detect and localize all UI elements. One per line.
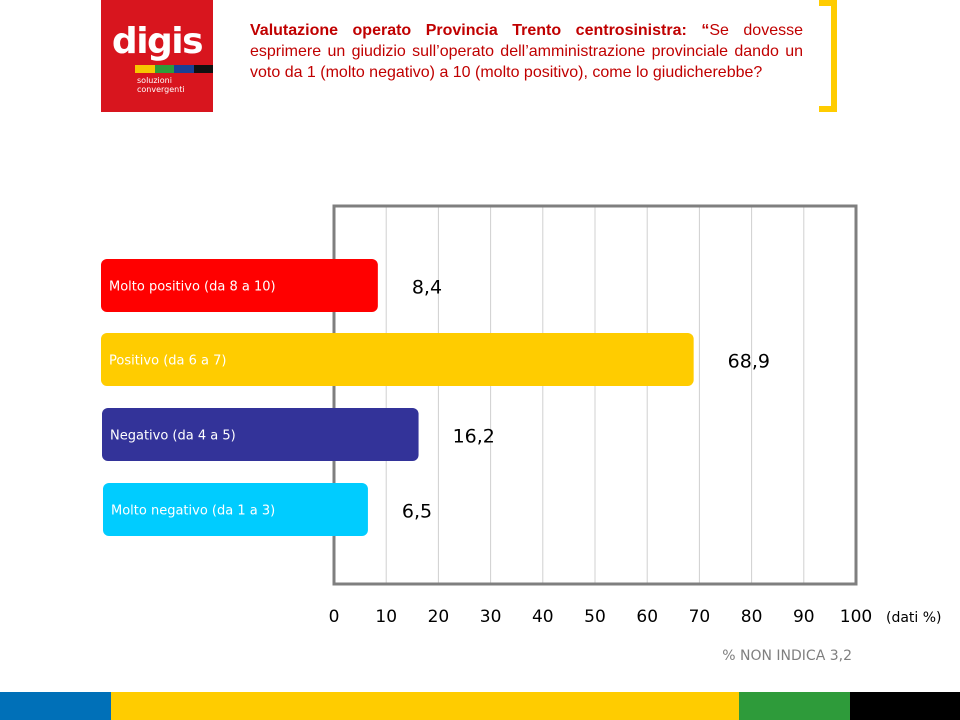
non-indica-note: % NON INDICA 3,2 <box>722 648 852 664</box>
bottom-bar-green <box>739 692 850 720</box>
logo-stripe-blue <box>174 65 194 73</box>
yellow-bracket <box>819 0 837 112</box>
logo-stripe-yellow <box>135 65 155 73</box>
bar-category-label: Molto positivo (da 8 a 10) <box>109 280 276 295</box>
x-tick-label: 30 <box>480 607 502 627</box>
bar-value-label: 68,9 <box>728 351 770 373</box>
logo-stripe-black <box>193 65 213 73</box>
bar-category-label: Negativo (da 4 a 5) <box>110 429 236 444</box>
question-title: Valutazione operato Provincia Trento cen… <box>250 20 803 83</box>
bar <box>102 408 419 461</box>
bar <box>103 483 368 536</box>
x-tick-label: 50 <box>584 607 606 627</box>
x-tick-label: 20 <box>428 607 450 627</box>
bottom-bar-black <box>850 692 960 720</box>
bottom-bar-blue <box>0 692 111 720</box>
x-unit-label: (dati %) <box>886 610 942 626</box>
x-tick-label: 0 <box>329 607 340 627</box>
bar-category-label: Molto negativo (da 1 a 3) <box>111 504 275 519</box>
x-tick-label: 60 <box>636 607 658 627</box>
digis-logo: digis soluzioni convergenti <box>101 0 213 112</box>
logo-wordmark: digis <box>111 21 204 62</box>
x-tick-label: 70 <box>689 607 711 627</box>
question-body: Se dovesse esprimere un giudizio sull’op… <box>250 22 804 81</box>
bar-category-label: Positivo (da 6 a 7) <box>109 354 226 369</box>
bar <box>101 259 378 312</box>
logo-stripe-green <box>154 65 174 73</box>
question-lead: Valutazione operato Provincia Trento cen… <box>250 22 710 39</box>
bar-value-label: 8,4 <box>412 277 442 299</box>
x-tick-label: 40 <box>532 607 554 627</box>
plot-border <box>332 204 858 586</box>
bar <box>101 333 694 386</box>
logo-color-stripe <box>135 65 213 73</box>
x-tick-label: 90 <box>793 607 815 627</box>
bar-value-label: 6,5 <box>402 501 432 523</box>
bottom-color-bar <box>0 692 960 720</box>
bottom-bar-yellow <box>111 692 739 720</box>
x-tick-label: 10 <box>375 607 397 627</box>
bar-value-label: 16,2 <box>453 426 495 448</box>
x-tick-label: 80 <box>741 607 763 627</box>
logo-tagline: soluzioni convergenti <box>137 76 185 94</box>
x-tick-label: 100 <box>840 607 872 627</box>
